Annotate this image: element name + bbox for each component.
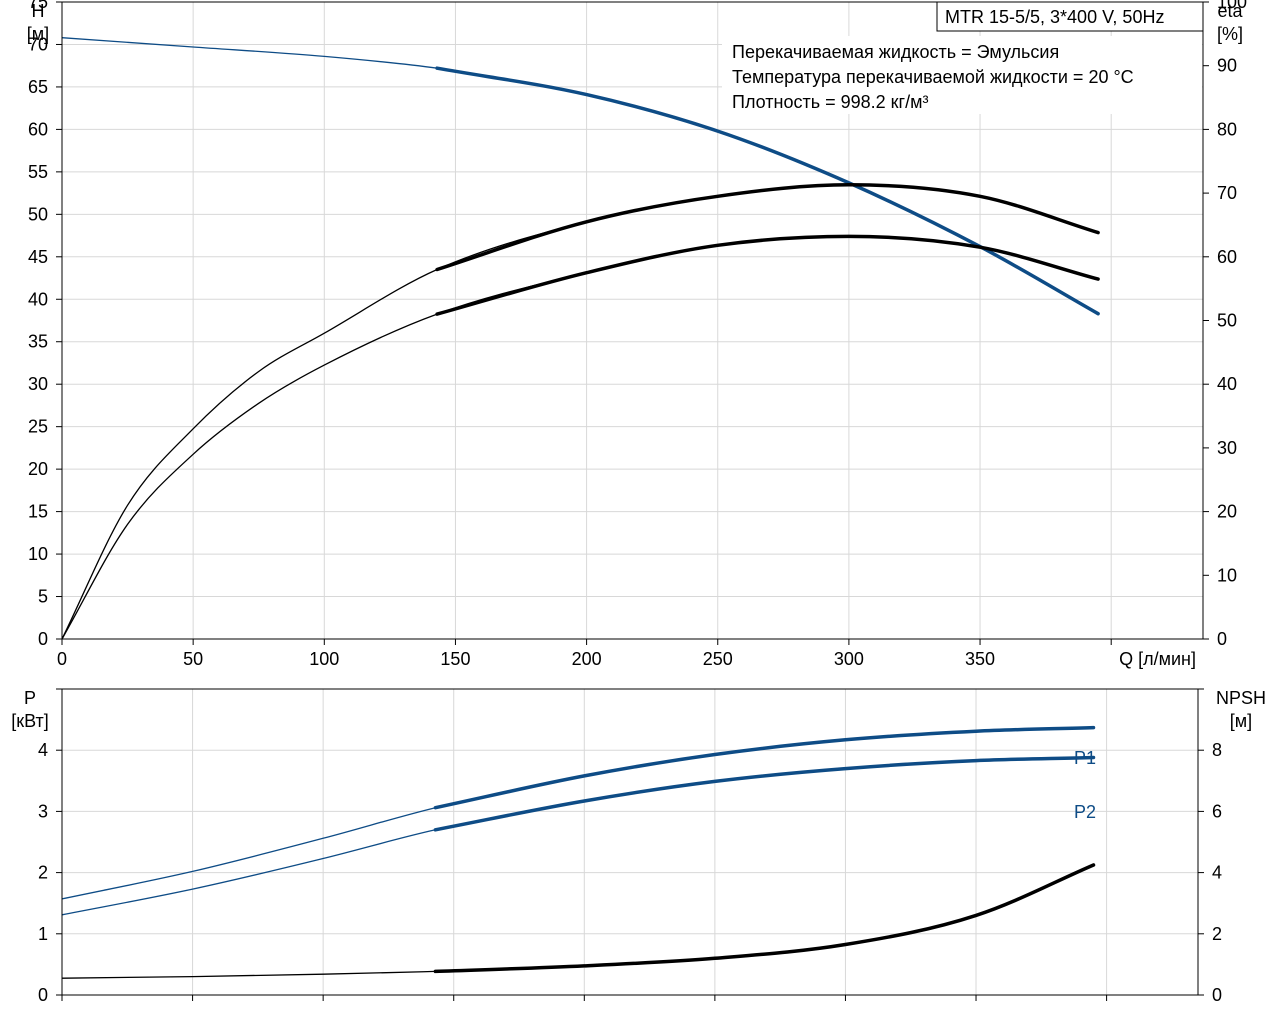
p1-curve-duty-range (433, 725, 1096, 810)
top-ticks: 0 5 10 15 20 25 30 35 40 45 50 55 60 65 70 75 0 10 20 30 40 5… (28, 0, 1247, 669)
left-tick-label: 55 (28, 162, 48, 182)
top-left-axis-label: H (32, 1, 45, 21)
left-tick-label: 70 (28, 34, 48, 54)
left-tick-label: 50 (28, 204, 48, 224)
x-tick-label: 250 (703, 649, 733, 669)
right-tick-label: 70 (1217, 183, 1237, 203)
power-npsh-panel: 0 1 2 3 4 0 2 4 6 8 P [кВт] NPSH [м] P1 P2 (11, 688, 1266, 1005)
left-tick-label: 5 (38, 587, 48, 607)
npsh-curve-duty-range (433, 863, 1096, 974)
x-axis-label: Q [л/мин] (1119, 649, 1196, 669)
efficiency-curve-lower-duty-range (435, 234, 1100, 316)
head-curve-duty-range (435, 66, 1100, 316)
left-tick-label: 10 (28, 544, 48, 564)
top-right-axis-label: eta (1217, 1, 1243, 21)
right-tick-label: 10 (1217, 565, 1237, 585)
left-tick-label: 20 (28, 459, 48, 479)
pump-label: MTR 15-5/5, 3*400 V, 50Hz (945, 7, 1164, 27)
left-tick-label: 25 (28, 417, 48, 437)
efficiency-curve-upper-duty-range (435, 183, 1100, 272)
right-tick-label: 40 (1217, 374, 1237, 394)
x-tick-label: 150 (440, 649, 470, 669)
info-line-temperature: Температура перекачиваемой жидкости = 20… (732, 67, 1134, 87)
bottom-grid (62, 689, 1198, 995)
left-tick-label: 3 (38, 801, 48, 821)
left-tick-label: 2 (38, 863, 48, 883)
top-left-axis-unit: [м] (27, 24, 49, 44)
right-tick-label: 8 (1212, 740, 1222, 760)
top-curves (61, 37, 1100, 640)
left-tick-label: 65 (28, 77, 48, 97)
bottom-ticks: 0 1 2 3 4 0 2 4 6 8 (38, 688, 1222, 1005)
bottom-right-axis-label: NPSH (1216, 688, 1266, 708)
right-tick-label: 6 (1212, 801, 1222, 821)
right-tick-label: 20 (1217, 502, 1237, 522)
top-right-axis-unit: [%] (1217, 24, 1243, 44)
p2-curve-duty-range (433, 755, 1096, 832)
bottom-right-axis-unit: [м] (1230, 711, 1252, 731)
left-tick-label: 75 (28, 0, 48, 12)
left-tick-label: 0 (38, 629, 48, 649)
pump-label-box (936, 1, 1204, 32)
info-line-density: Плотность = 998.2 кг/м³ (732, 92, 928, 112)
info-line-liquid: Перекачиваемая жидкость = Эмульсия (732, 42, 1059, 62)
left-tick-label: 1 (38, 924, 48, 944)
p1-series-label: P1 (1074, 748, 1096, 768)
right-tick-label: 60 (1217, 247, 1237, 267)
top-grid (62, 2, 1203, 639)
x-tick-label: 200 (572, 649, 602, 669)
left-tick-label: 30 (28, 374, 48, 394)
left-tick-label: 45 (28, 247, 48, 267)
info-background (722, 36, 1202, 114)
right-tick-label: 0 (1217, 629, 1227, 649)
right-tick-label: 80 (1217, 119, 1237, 139)
right-tick-label: 4 (1212, 863, 1222, 883)
bottom-curves (61, 725, 1096, 979)
p2-series-label: P2 (1074, 802, 1096, 822)
bottom-left-axis-unit: [кВт] (11, 711, 49, 731)
right-tick-label: 30 (1217, 438, 1237, 458)
left-tick-label: 40 (28, 289, 48, 309)
bottom-left-axis-label: P (24, 688, 36, 708)
bottom-plot-frame (61, 688, 1199, 996)
left-tick-label: 35 (28, 332, 48, 352)
left-tick-label: 0 (38, 985, 48, 1005)
right-tick-label: 100 (1217, 0, 1247, 12)
right-tick-label: 90 (1217, 56, 1237, 76)
x-tick-label: 0 (57, 649, 67, 669)
x-tick-label: 300 (834, 649, 864, 669)
x-tick-label: 350 (965, 649, 995, 669)
left-tick-label: 60 (28, 119, 48, 139)
x-tick-label: 100 (309, 649, 339, 669)
x-tick-label: 50 (183, 649, 203, 669)
head-efficiency-panel: 0 5 10 15 20 25 30 35 40 45 50 55 60 65 70 75 0 10 20 30 40 5… (27, 0, 1247, 669)
right-tick-label: 2 (1212, 924, 1222, 944)
left-tick-label: 15 (28, 502, 48, 522)
right-tick-label: 50 (1217, 311, 1237, 331)
left-tick-label: 4 (38, 740, 48, 760)
right-tick-label: 0 (1212, 985, 1222, 1005)
